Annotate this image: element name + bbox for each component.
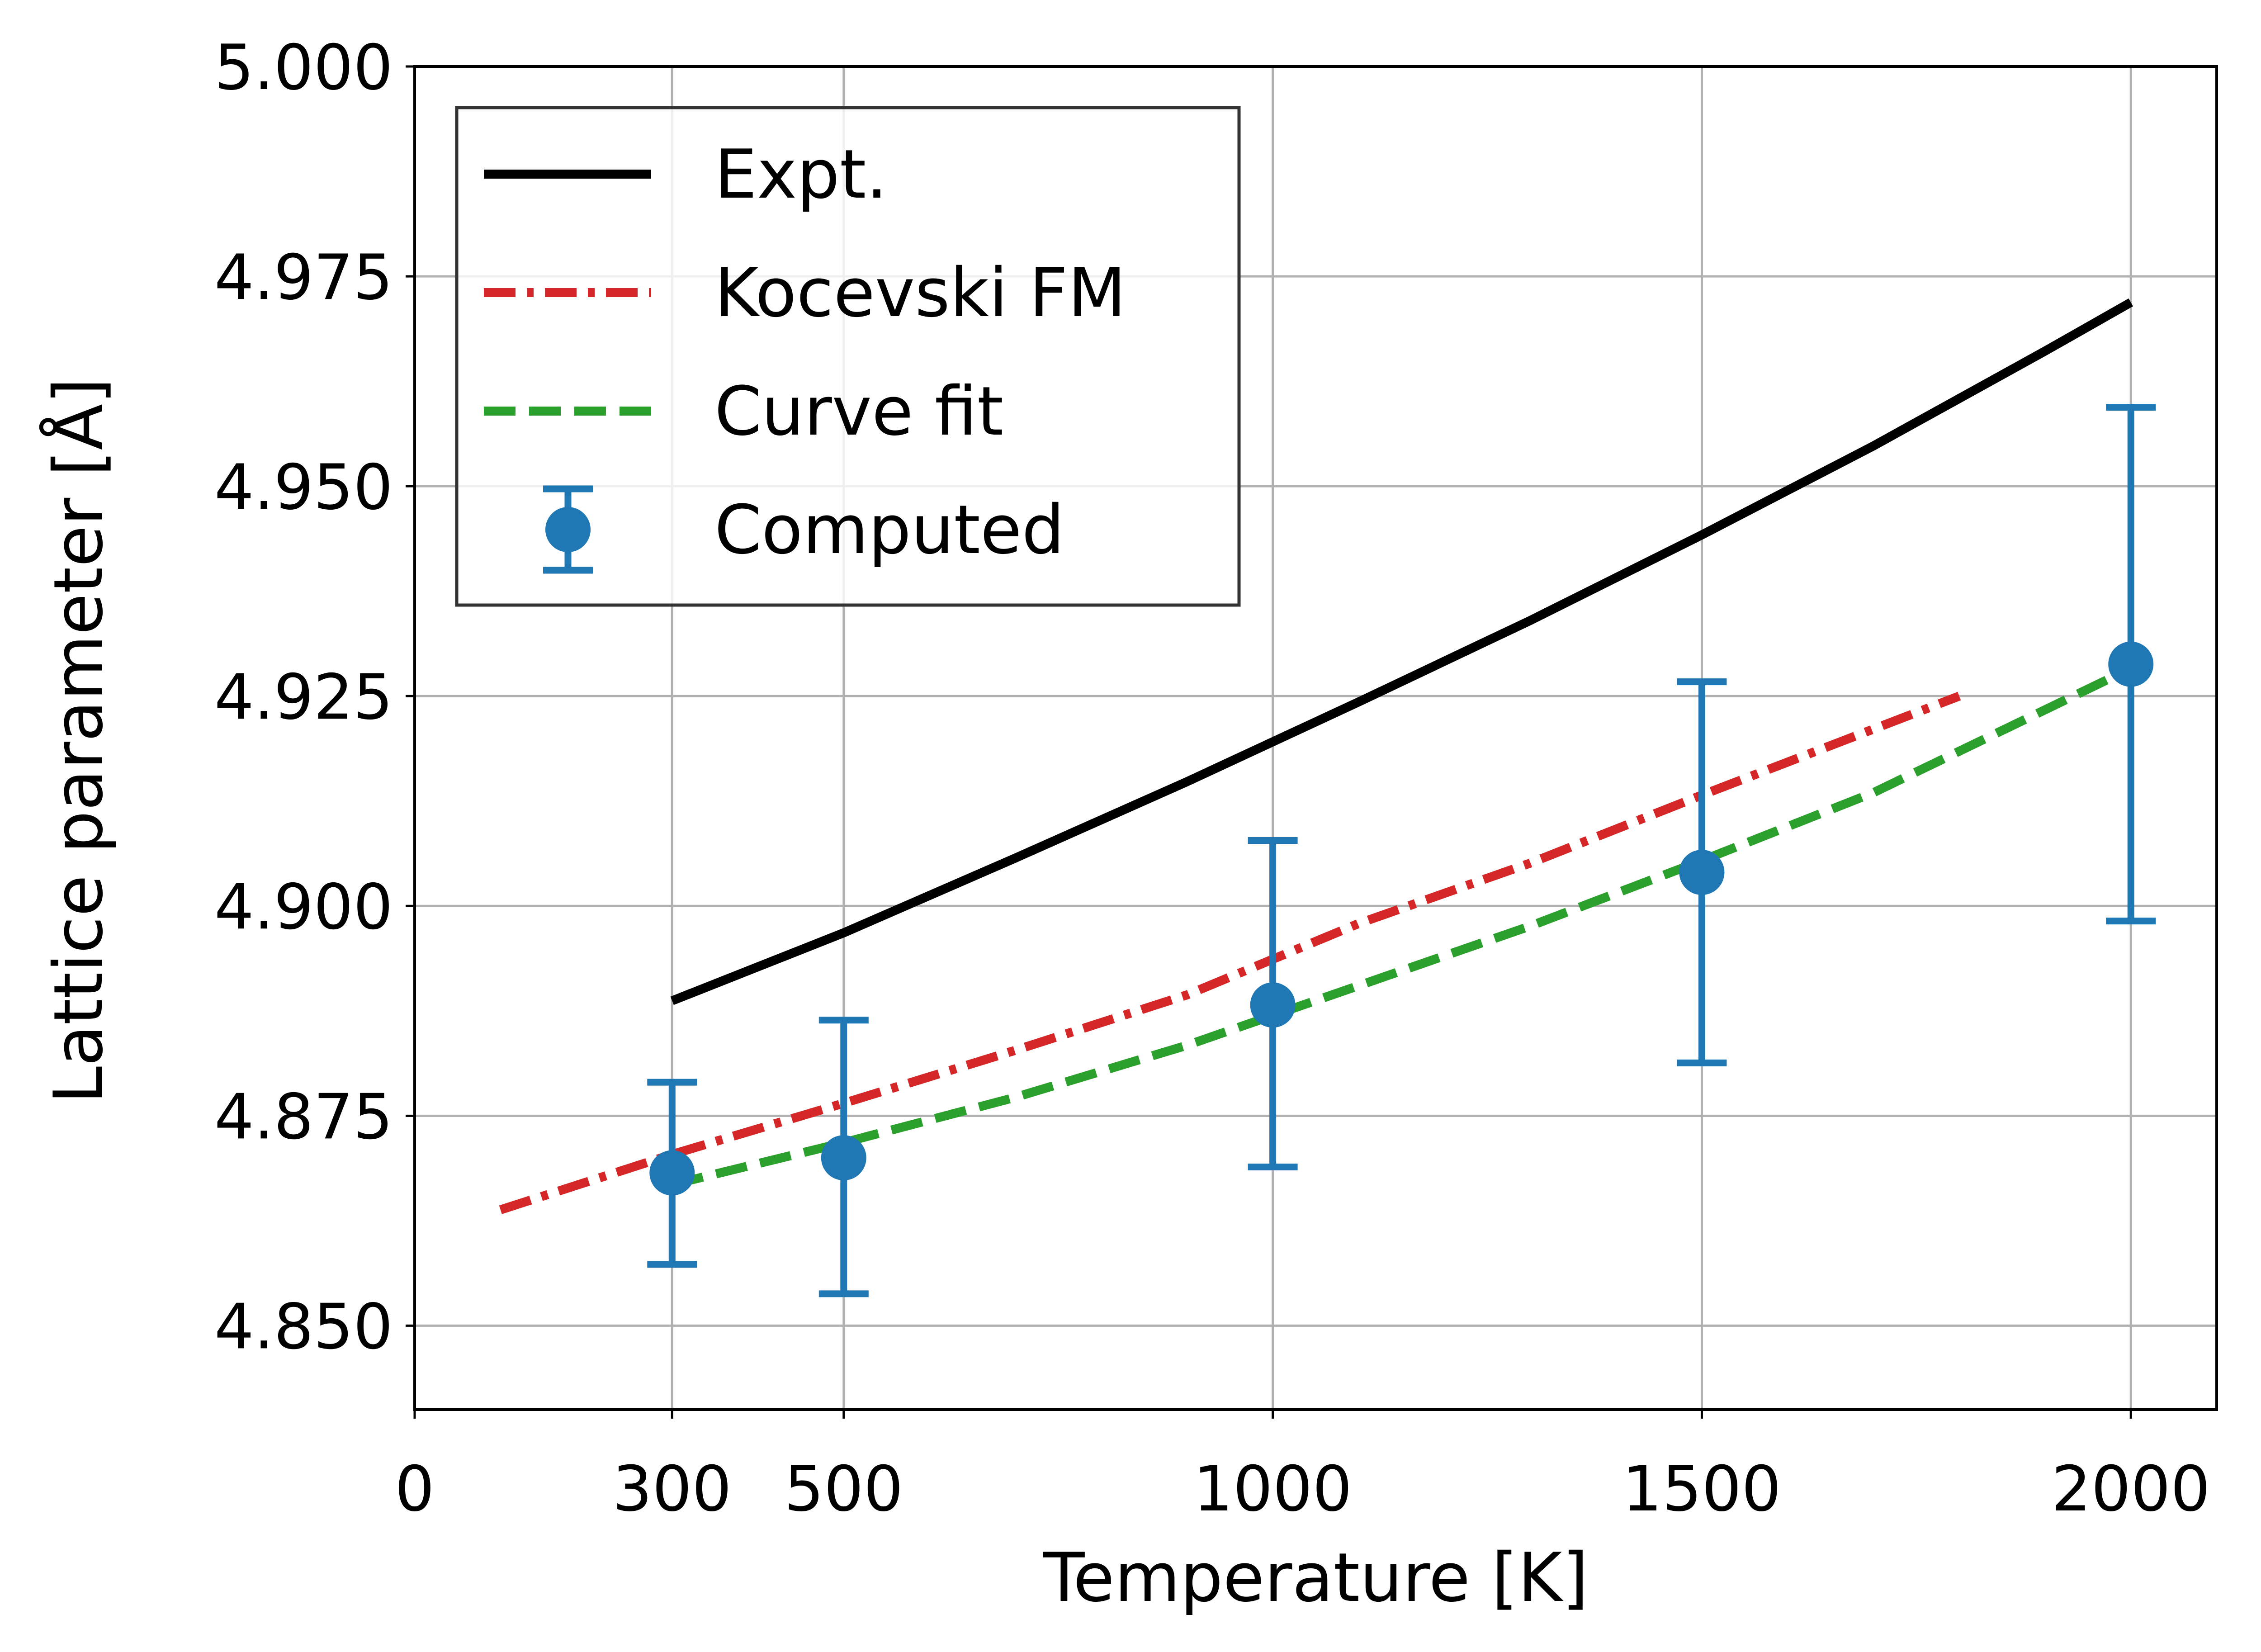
y-tick-label: 5.000 [214, 31, 393, 104]
data-point [821, 1135, 866, 1181]
y-tick-label: 4.875 [214, 1080, 393, 1153]
y-tick-label: 4.950 [214, 451, 393, 524]
y-tick-label: 4.975 [214, 241, 393, 314]
plot-frame [413, 65, 2218, 1411]
x-tick-label: 1000 [1193, 1453, 1352, 1525]
y-tick-label: 4.925 [214, 661, 393, 734]
legend-item: Expt. [484, 136, 888, 214]
legend-label: Expt. [714, 136, 888, 214]
legend-marker-point [545, 507, 591, 552]
legend: Expt. Kocevski FM Curve fit Computed [455, 106, 1241, 607]
data-point [1250, 982, 1296, 1028]
data-point [649, 1150, 695, 1196]
series-line-2 [671, 664, 2133, 1189]
y-tick-label: 4.850 [214, 1290, 393, 1363]
legend-label: Kocevski FM [714, 254, 1126, 332]
tick-labels: 0 300 500 1000 1500 2000 4.850 4.875 4.900 4.925 4… [214, 31, 2210, 1525]
series-line-0 [670, 298, 2133, 1005]
x-axis-label: Temperature [K] [1043, 1539, 1588, 1617]
x-tick-label: 1500 [1622, 1453, 1781, 1525]
axes [413, 65, 2218, 1411]
legend-label: Curve fit [714, 373, 1003, 451]
x-tick-label: 500 [784, 1453, 903, 1525]
legend-item: Computed [543, 485, 1064, 574]
y-axis-label: Lattice parameter [Å] [38, 378, 118, 1104]
x-tick-label: 2000 [2052, 1453, 2210, 1525]
x-tick-label: 300 [613, 1453, 732, 1525]
legend-label: Computed [714, 491, 1064, 569]
computed-series [647, 404, 2156, 1297]
series-line-1 [499, 691, 1961, 1214]
legend-item: Kocevski FM [484, 254, 1126, 332]
data-point [1679, 850, 1725, 895]
plot-series [499, 298, 2156, 1297]
data-point [2108, 641, 2154, 687]
legend-item: Curve fit [484, 373, 1003, 451]
y-tick-label: 4.900 [214, 871, 393, 943]
x-tick-label: 0 [395, 1453, 435, 1525]
